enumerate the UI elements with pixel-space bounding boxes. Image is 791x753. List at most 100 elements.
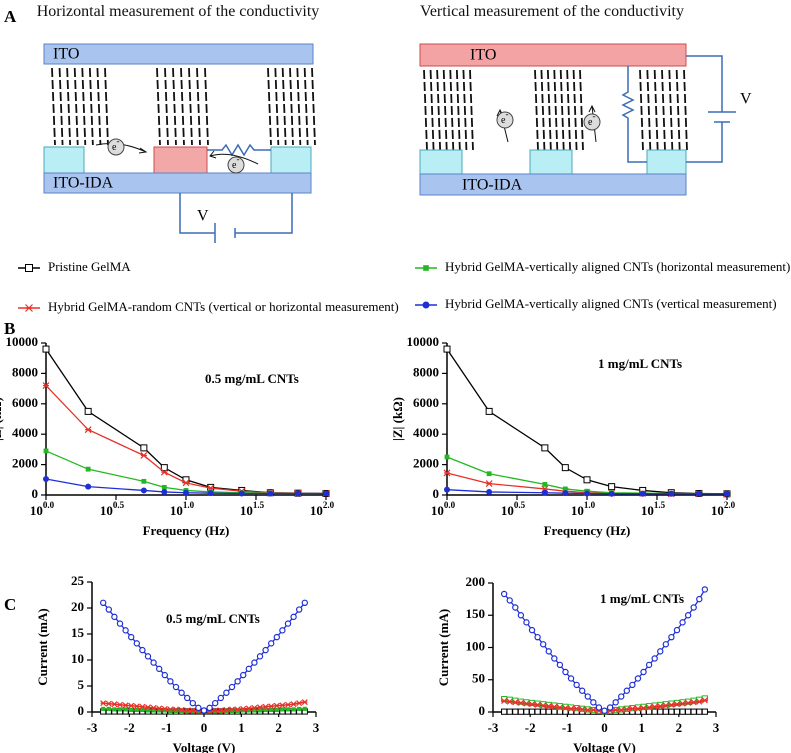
- marker: [251, 704, 258, 711]
- marker: [141, 478, 147, 484]
- marker: [542, 481, 548, 487]
- marker: [323, 490, 329, 497]
- y-tick-label: 2000: [413, 456, 439, 471]
- series-line: [503, 589, 706, 712]
- cnt-strand: [572, 69, 578, 151]
- marker: [523, 708, 530, 715]
- marker: [139, 646, 146, 654]
- y-tick-label: 10000: [6, 334, 39, 349]
- marker: [84, 407, 92, 415]
- pad: [270, 146, 312, 174]
- marker: [662, 708, 669, 715]
- marker: [273, 702, 280, 709]
- legend-label: Hybrid GelMA-vertically aligned CNTs (ho…: [445, 259, 790, 274]
- marker: [172, 683, 180, 691]
- cnt-strand: [639, 69, 644, 151]
- x-tick-label: 2: [676, 720, 683, 735]
- cnt-strand: [180, 67, 185, 146]
- x-tick-label: 1: [238, 720, 245, 735]
- marker: [629, 681, 636, 689]
- marker: [246, 708, 251, 713]
- x-tick-label: 102.0: [711, 500, 736, 518]
- x-axis-label: Voltage (V): [573, 740, 636, 753]
- marker: [579, 687, 586, 694]
- marker: [556, 704, 563, 711]
- marker: [290, 701, 297, 708]
- marker: [274, 707, 279, 712]
- annotation: 0.5 mg/mL CNTs: [205, 371, 299, 386]
- marker: [217, 694, 224, 702]
- marker: [634, 705, 641, 712]
- marker: [443, 469, 451, 477]
- marker: [252, 708, 257, 713]
- marker: [562, 486, 568, 492]
- marker: [105, 606, 113, 613]
- marker: [573, 705, 580, 712]
- marker: [501, 708, 508, 715]
- cnt-strand: [534, 69, 539, 151]
- marker: [245, 705, 252, 712]
- wire: [207, 143, 271, 157]
- cnt-strand: [449, 69, 455, 151]
- marker: [583, 476, 591, 484]
- marker: [211, 699, 219, 707]
- cnt-strand: [164, 67, 169, 146]
- marker: [200, 707, 208, 714]
- marker: [584, 707, 591, 714]
- marker: [294, 490, 301, 497]
- cnt-strand: [311, 67, 316, 146]
- marker: [685, 699, 692, 706]
- marker: [668, 701, 675, 708]
- x-tick-label: 100.0: [30, 500, 55, 518]
- marker: [301, 599, 308, 607]
- marker: [668, 708, 675, 715]
- x-tick-label: 101.5: [641, 500, 666, 518]
- marker: [161, 488, 168, 495]
- marker: [629, 705, 636, 712]
- cnt-strand: [559, 69, 565, 151]
- marker: [623, 687, 631, 694]
- marker: [290, 613, 297, 621]
- cnt-strand: [566, 69, 572, 151]
- marker: [268, 703, 275, 710]
- marker: [540, 708, 547, 715]
- annotation: 0.5 mg/mL CNTs: [166, 611, 260, 626]
- cnt-strand: [96, 67, 102, 146]
- marker: [545, 708, 552, 715]
- marker: [42, 345, 50, 353]
- marker: [485, 407, 493, 415]
- legend-marker: [422, 301, 430, 309]
- marker: [238, 490, 245, 497]
- marker: [673, 626, 681, 634]
- marker: [568, 705, 575, 712]
- electrode-bottom: [419, 173, 687, 196]
- y-axis-label: |Z| (kΩ): [0, 397, 4, 441]
- marker: [140, 452, 148, 459]
- marker: [640, 705, 647, 712]
- marker: [486, 471, 492, 477]
- cnt-strand: [196, 67, 201, 146]
- marker: [444, 486, 450, 493]
- cnt-strand: [73, 67, 79, 146]
- electrode-label: ITO: [470, 47, 496, 64]
- marker: [245, 665, 252, 673]
- x-tick-label: 0: [201, 720, 208, 735]
- cnt-strand: [267, 67, 272, 146]
- x-tick-label: 101.0: [571, 500, 596, 518]
- marker: [105, 700, 112, 707]
- cnt-strand: [668, 69, 674, 151]
- marker: [140, 444, 148, 452]
- marker: [156, 705, 163, 712]
- marker: [634, 675, 642, 682]
- marker: [263, 707, 268, 712]
- marker: [651, 708, 658, 715]
- cnt-strand: [423, 69, 428, 151]
- marker: [296, 700, 303, 707]
- marker: [618, 693, 625, 700]
- marker: [523, 619, 530, 626]
- panel-label: B: [4, 319, 15, 338]
- marker: [696, 595, 703, 603]
- marker: [279, 702, 286, 709]
- electrode-label: ITO-IDA: [53, 175, 114, 192]
- marker: [133, 640, 140, 647]
